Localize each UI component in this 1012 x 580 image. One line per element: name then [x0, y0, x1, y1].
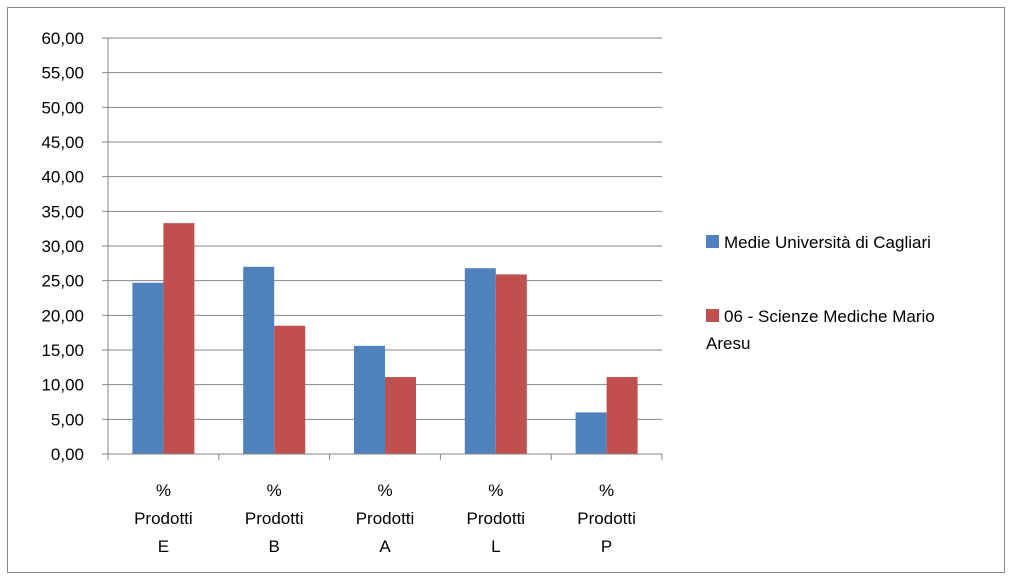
legend-swatch [706, 309, 719, 322]
y-tick-label: 45,00 [41, 133, 84, 152]
y-tick-label: 60,00 [41, 29, 84, 48]
y-tick-label: 15,00 [41, 341, 84, 360]
x-axis-tick-labels: % Prodotti E % Prodotti B % Prodotti A % Prodotti L… [134, 481, 636, 556]
x-tick-label: % Prodotti A [356, 481, 415, 556]
y-tick-label: 5,00 [51, 410, 84, 429]
bar-medie-universita-2 [354, 345, 385, 454]
gridlines [108, 37, 662, 420]
legend: Medie Università di Cagliari 06 - Scienze… [706, 233, 935, 353]
y-tick-label: 0,00 [51, 445, 84, 464]
y-tick-label: 55,00 [41, 64, 84, 83]
bar-scienze-mediche-0 [163, 223, 195, 454]
x-tick-label: % Prodotti L [467, 481, 526, 556]
legend-entry: 06 - Scienze Mediche Mario Aresu [706, 307, 935, 353]
bar-medie-universita-4 [575, 412, 607, 454]
bars [132, 223, 638, 454]
bar-medie-universita-0 [132, 282, 164, 454]
bar-scienze-mediche-3 [495, 274, 527, 454]
legend-entry: Medie Università di Cagliari [724, 233, 931, 252]
x-tick-label: % Prodotti B [245, 481, 304, 556]
y-tick-label: 40,00 [41, 168, 84, 187]
y-axis-tick-labels: 0,00 5,00 10,00 15,00 20,00 25,00 30,00 35,00 40… [41, 29, 84, 464]
y-tick-label: 35,00 [41, 202, 84, 221]
bar-medie-universita-1 [243, 266, 275, 454]
axes [102, 37, 663, 460]
y-tick-label: 10,00 [41, 376, 84, 395]
bar-scienze-mediche-2 [385, 377, 416, 454]
y-tick-label: 30,00 [41, 237, 84, 256]
y-tick-label: 20,00 [41, 306, 84, 325]
bar-scienze-mediche-4 [606, 377, 638, 454]
bar-scienze-mediche-1 [274, 325, 306, 454]
y-tick-label: 50,00 [41, 98, 84, 117]
x-tick-label: % Prodotti E [134, 481, 193, 556]
y-tick-label: 25,00 [41, 272, 84, 291]
legend-swatch [706, 235, 719, 248]
x-tick-label: % Prodotti P [577, 481, 636, 556]
bar-medie-universita-3 [464, 268, 496, 454]
